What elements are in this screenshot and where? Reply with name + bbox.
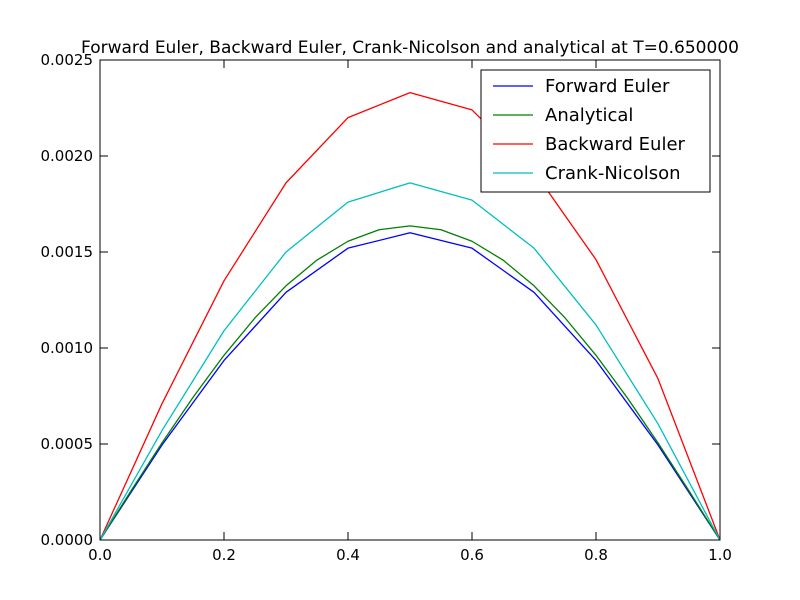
y-axis: 0.0000 0.0005 0.0010 0.0015 0.0020 0.0025 [41,51,720,549]
chart-title: Forward Euler, Backward Euler, Crank-Nic… [81,38,739,58]
legend-label-backward-euler: Backward Euler [545,134,686,155]
x-tick-label: 1.0 [708,546,732,564]
y-tick-label: 0.0005 [41,435,94,453]
legend: Forward Euler Analytical Backward Euler Cra… [480,69,711,193]
x-axis: 0.0 0.2 0.4 0.6 0.8 1.0 [88,60,732,564]
plot-area-frame [99,59,721,541]
series-line-backward-euler [99,91,721,541]
y-tick-label: 0.0020 [41,147,94,165]
series-layer [99,91,721,541]
x-tick-label: 0.8 [584,546,608,564]
x-tick-label: 0.6 [460,546,484,564]
legend-label-forward-euler: Forward Euler [545,76,670,97]
x-tick-label: 0.0 [88,546,112,564]
legend-label-crank-nicolson: Crank-Nicolson [545,163,681,184]
x-tick-label: 0.4 [336,546,360,564]
series-line-forward-euler [99,232,721,541]
series-line-crank-nicolson [99,182,721,541]
y-tick-label: 0.0010 [41,339,94,357]
legend-label-analytical: Analytical [545,105,633,126]
series-line-analytical [99,225,721,541]
y-tick-label: 0.0025 [41,51,94,69]
y-tick-label: 0.0000 [41,531,94,549]
legend-box [480,69,711,193]
x-tick-label: 0.2 [212,546,236,564]
y-tick-label: 0.0015 [41,243,94,261]
